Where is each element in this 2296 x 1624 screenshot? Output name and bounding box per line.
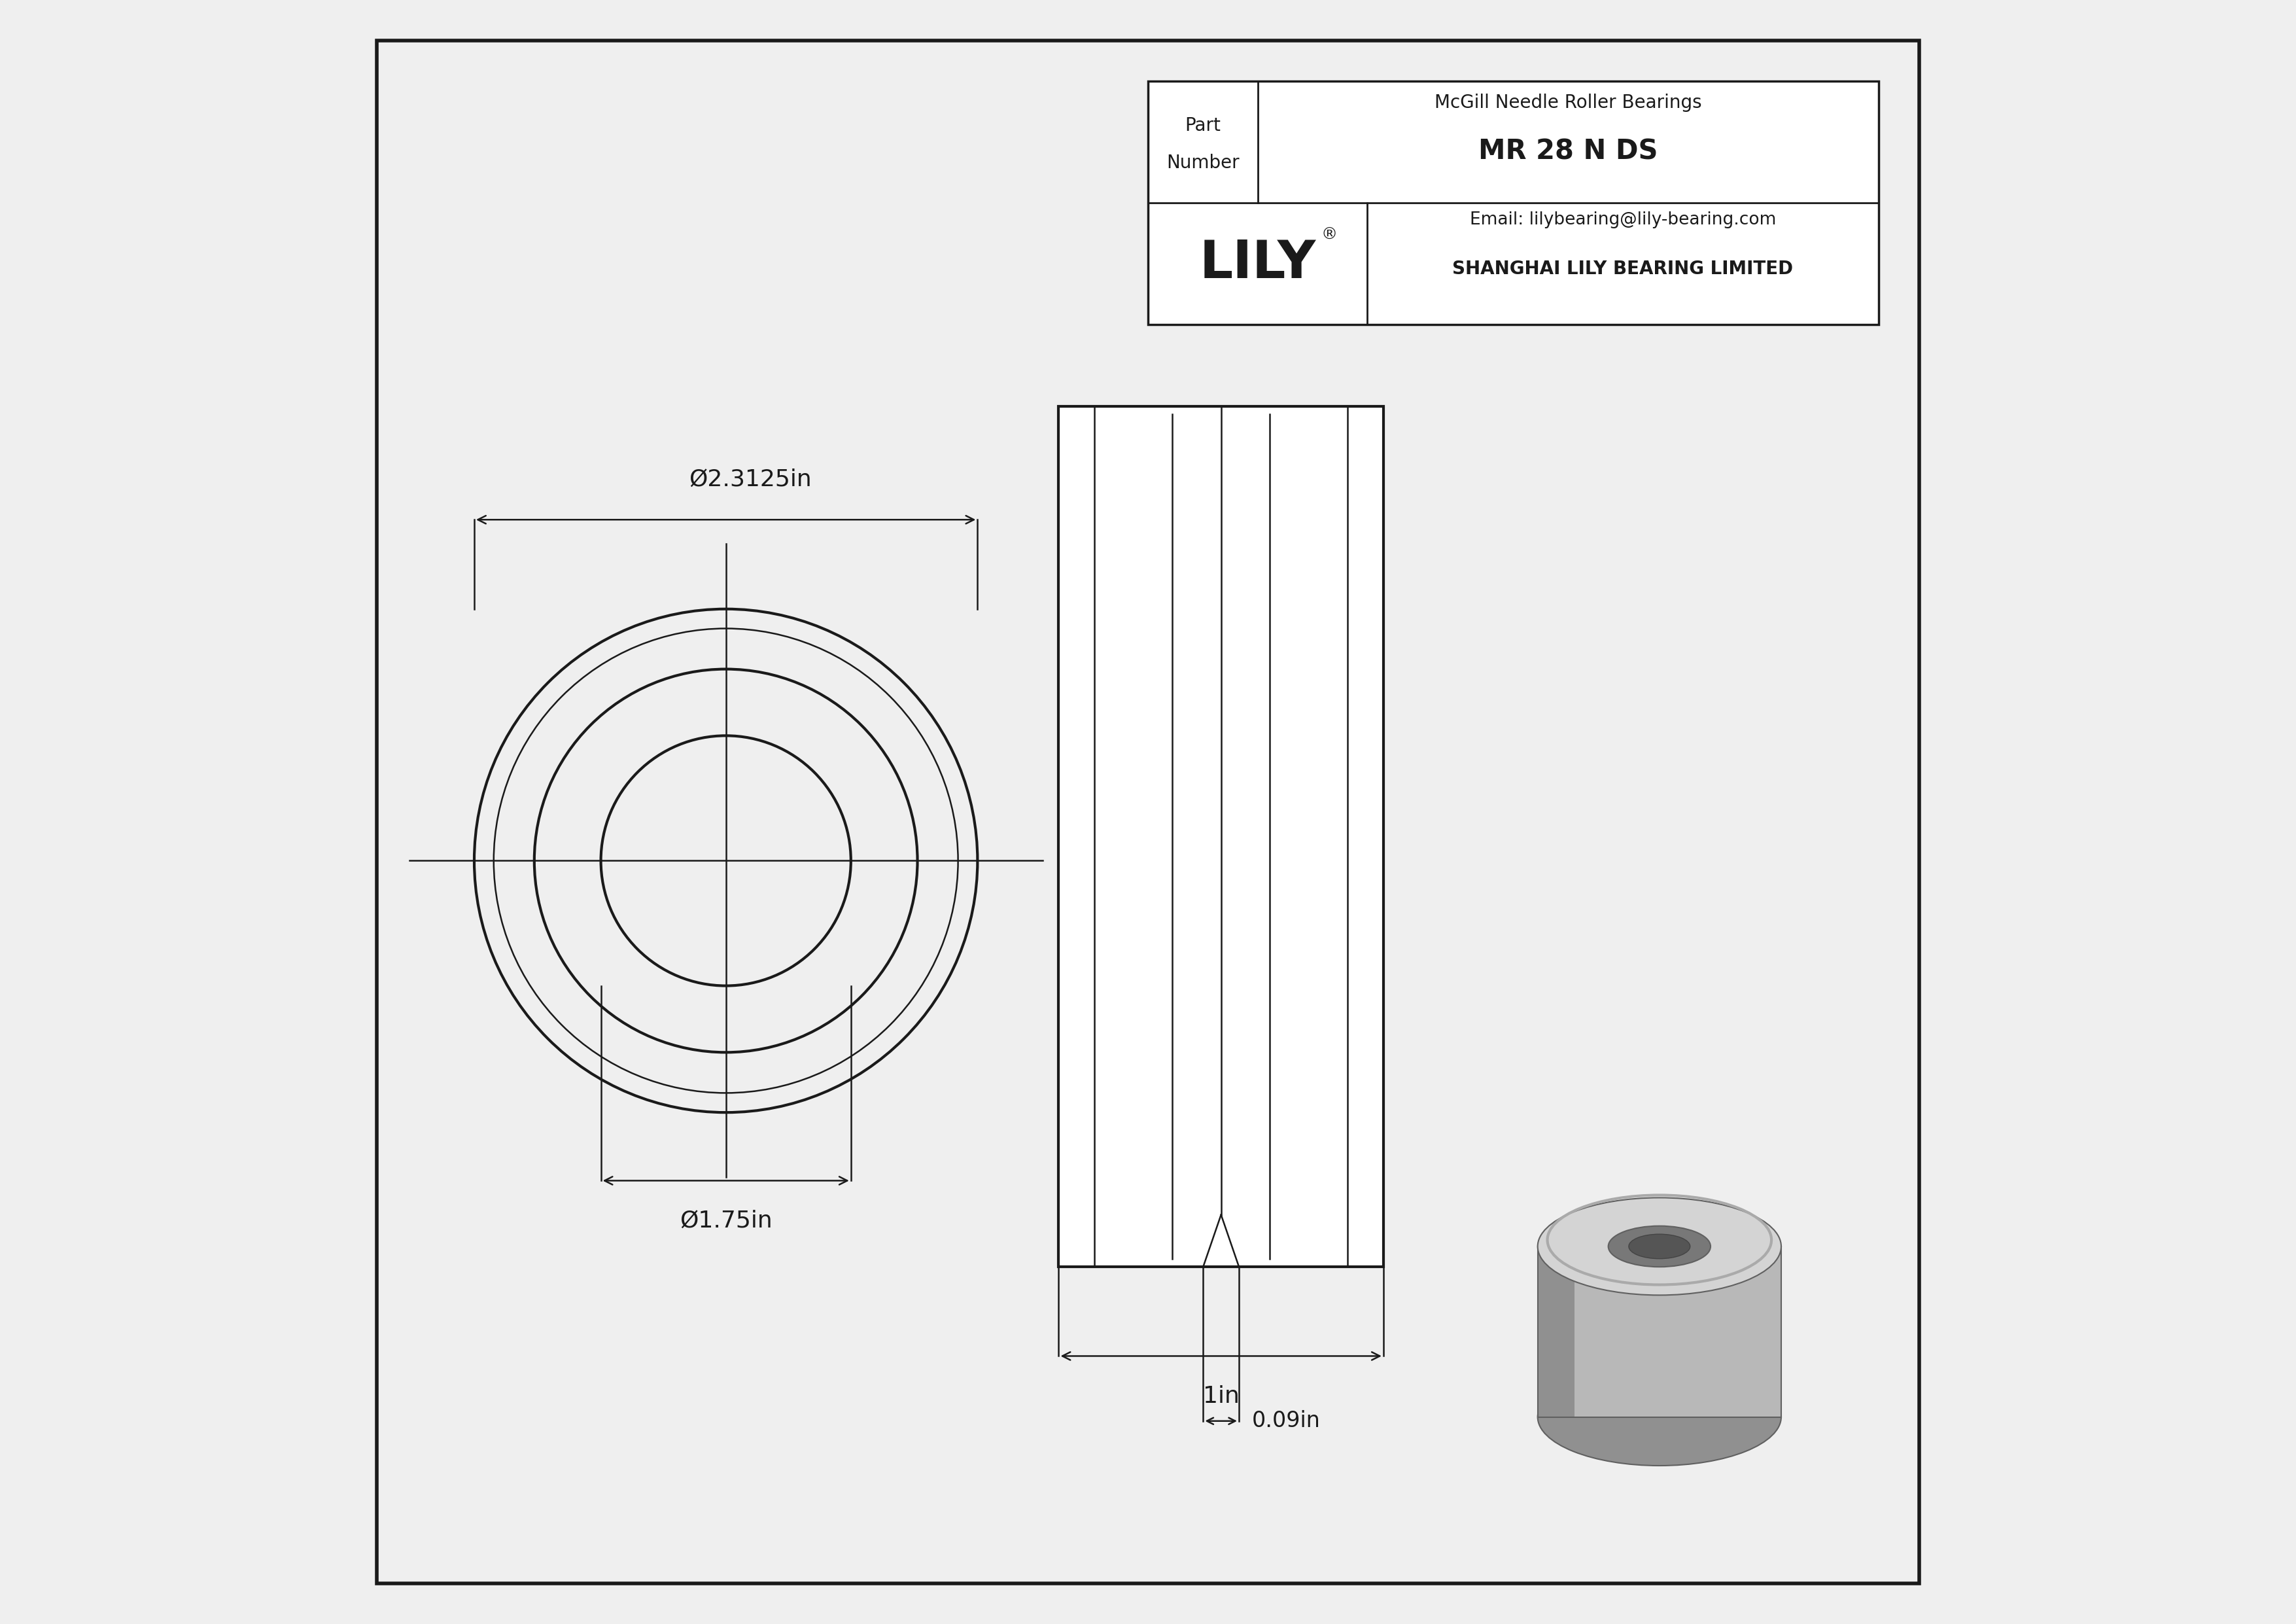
- Text: Part: Part: [1185, 117, 1221, 135]
- Ellipse shape: [1628, 1234, 1690, 1259]
- Text: McGill Needle Roller Bearings: McGill Needle Roller Bearings: [1435, 93, 1701, 112]
- Text: SHANGHAI LILY BEARING LIMITED: SHANGHAI LILY BEARING LIMITED: [1453, 260, 1793, 278]
- Text: Ø2.3125in: Ø2.3125in: [689, 468, 810, 490]
- Bar: [1058, 406, 1384, 1267]
- Ellipse shape: [1538, 1367, 1782, 1465]
- Text: ®: ®: [1320, 227, 1336, 242]
- Text: Number: Number: [1166, 154, 1240, 172]
- Text: MR 28 N DS: MR 28 N DS: [1479, 138, 1658, 166]
- Polygon shape: [1538, 1247, 1782, 1416]
- Text: LILY: LILY: [1199, 239, 1316, 289]
- Text: Email: lilybearing@lily-bearing.com: Email: lilybearing@lily-bearing.com: [1469, 211, 1777, 229]
- Polygon shape: [1538, 1247, 1575, 1416]
- Text: Ø1.75in: Ø1.75in: [680, 1210, 771, 1233]
- Text: 0.09in: 0.09in: [1251, 1410, 1320, 1432]
- Ellipse shape: [1538, 1199, 1782, 1296]
- Ellipse shape: [1607, 1226, 1711, 1267]
- Text: 1in: 1in: [1203, 1385, 1240, 1408]
- Bar: [1148, 81, 1878, 325]
